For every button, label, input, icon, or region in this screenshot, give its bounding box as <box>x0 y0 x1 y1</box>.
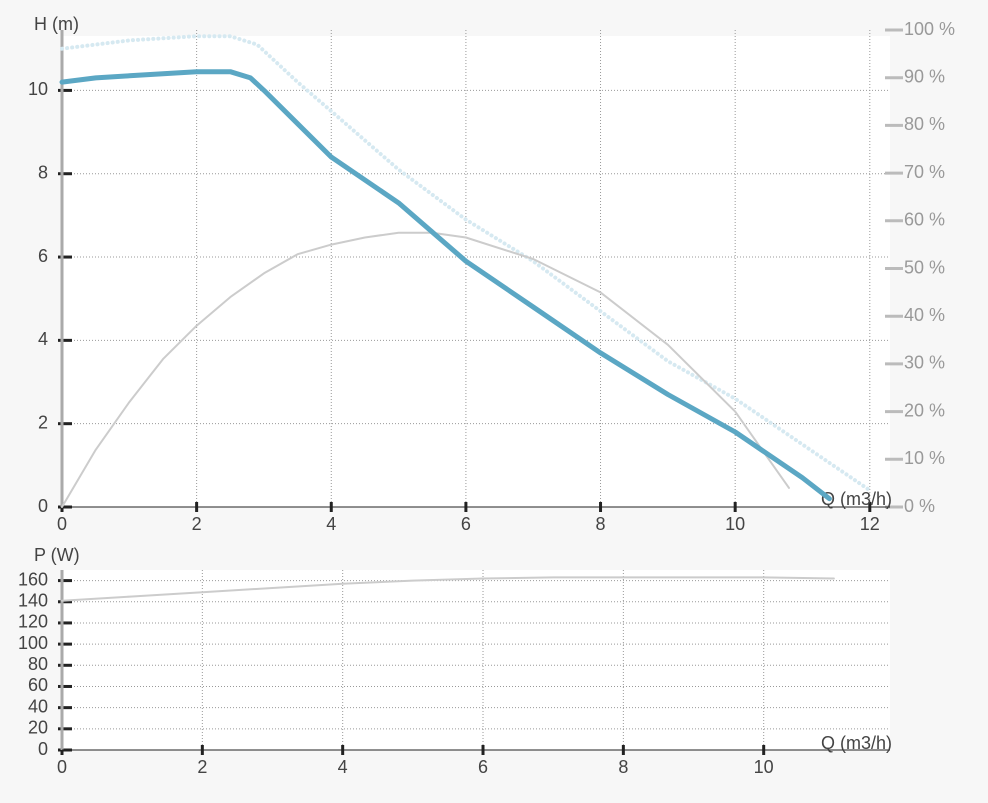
y2-tick-label: 80 % <box>904 114 945 134</box>
x-tick-label: 0 <box>57 514 67 534</box>
y-tick-label: 6 <box>38 246 48 266</box>
x-tick-label: 6 <box>461 514 471 534</box>
x-tick-label: 6 <box>478 757 488 777</box>
y2-tick-label: 100 % <box>904 19 955 39</box>
x-tick-label: 8 <box>596 514 606 534</box>
y2-tick-label: 10 % <box>904 448 945 468</box>
x-axis-label: Q (m3/h) <box>821 489 892 509</box>
y-tick-label: 0 <box>38 739 48 759</box>
y-axis-label: H (m) <box>34 14 79 34</box>
y2-tick-label: 0 % <box>904 496 935 516</box>
y2-tick-label: 40 % <box>904 305 945 325</box>
y-tick-label: 120 <box>18 612 48 632</box>
x-tick-label: 8 <box>618 757 628 777</box>
y2-tick-label: 20 % <box>904 400 945 420</box>
plot-area <box>62 570 890 750</box>
x-tick-label: 12 <box>860 514 880 534</box>
curve <box>61 576 835 602</box>
x-tick-label: 0 <box>57 757 67 777</box>
y2-tick-label: 30 % <box>904 353 945 373</box>
curve <box>61 231 790 508</box>
x-tick-label: 2 <box>192 514 202 534</box>
x-tick-label: 10 <box>754 757 774 777</box>
x-tick-label: 10 <box>725 514 745 534</box>
y-tick-label: 100 <box>18 633 48 653</box>
y-tick-label: 80 <box>28 654 48 674</box>
y-tick-label: 0 <box>38 496 48 516</box>
x-tick-label: 4 <box>326 514 336 534</box>
y-tick-label: 4 <box>38 329 48 349</box>
y-tick-label: 2 <box>38 412 48 432</box>
x-tick-label: 2 <box>197 757 207 777</box>
x-tick-label: 4 <box>338 757 348 777</box>
x-axis-label: Q (m3/h) <box>821 733 892 753</box>
y-tick-label: 8 <box>38 162 48 182</box>
y-tick-label: 40 <box>28 696 48 716</box>
y-tick-label: 10 <box>28 79 48 99</box>
y-axis-label: P (W) <box>34 545 80 565</box>
y-tick-label: 20 <box>28 718 48 738</box>
curve <box>60 34 872 493</box>
y2-tick-label: 60 % <box>904 210 945 230</box>
y2-tick-label: 70 % <box>904 162 945 182</box>
plot-area <box>62 36 890 507</box>
curve <box>59 69 832 502</box>
y2-tick-label: 50 % <box>904 257 945 277</box>
y-tick-label: 160 <box>18 569 48 589</box>
y2-tick-label: 90 % <box>904 66 945 86</box>
y-tick-label: 60 <box>28 675 48 695</box>
y-tick-label: 140 <box>18 591 48 611</box>
